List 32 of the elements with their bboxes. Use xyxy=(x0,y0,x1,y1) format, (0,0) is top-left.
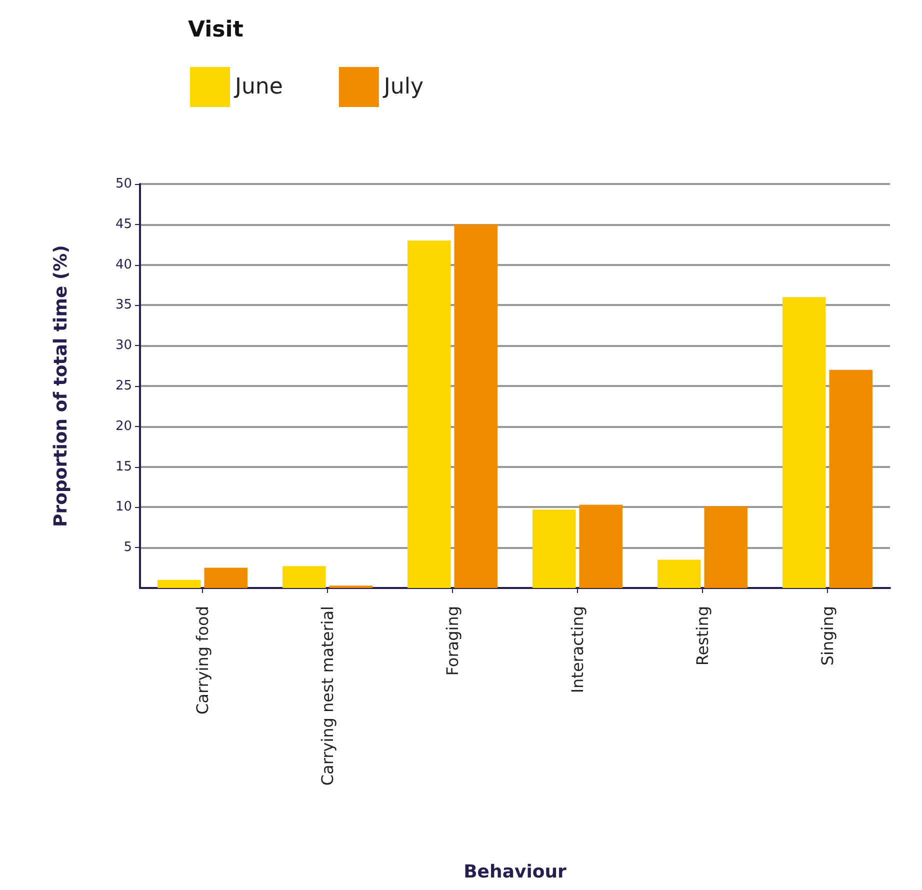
y-tick-label: 5 xyxy=(124,540,132,556)
bar xyxy=(158,580,201,588)
x-tick-label: Foraging xyxy=(443,606,462,676)
legend-title: Visit xyxy=(188,18,244,42)
bar xyxy=(454,224,498,588)
x-tick-label: Interacting xyxy=(568,606,587,694)
y-tick-label: 35 xyxy=(115,298,132,313)
y-tick-label: 20 xyxy=(115,418,132,434)
bar xyxy=(408,240,451,588)
y-tick-label: 30 xyxy=(115,338,132,354)
bar xyxy=(829,370,872,588)
bar xyxy=(782,297,826,588)
y-tick-label: 15 xyxy=(115,459,132,474)
bar xyxy=(658,560,701,588)
y-tick-label: 25 xyxy=(115,378,132,394)
x-tick-label: Resting xyxy=(693,606,712,666)
y-tick-label: 40 xyxy=(115,257,132,272)
bar xyxy=(532,510,576,588)
bar xyxy=(204,568,248,588)
legend-label: June xyxy=(233,74,283,100)
x-tick-label: Singing xyxy=(818,606,837,666)
y-tick-label: 45 xyxy=(115,216,132,232)
y-tick-label: 50 xyxy=(115,176,132,192)
x-axis-title: Behaviour xyxy=(464,862,567,882)
bar xyxy=(579,504,622,588)
y-axis-title: Proportion of total time (%) xyxy=(50,245,72,527)
y-tick-label: 10 xyxy=(115,500,132,515)
x-tick-label: Carrying food xyxy=(193,606,212,715)
x-tick-label: Carrying nest material xyxy=(318,606,337,786)
bar xyxy=(704,506,748,588)
bar xyxy=(282,566,326,588)
legend-label: July xyxy=(382,74,424,100)
